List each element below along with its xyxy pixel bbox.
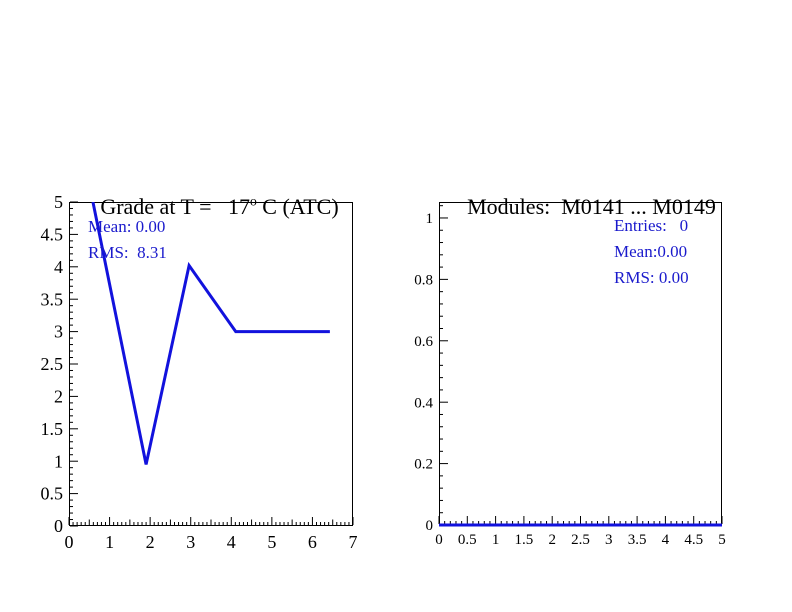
modules-stat-entries: Entries: 0: [614, 216, 689, 235]
y-tick-label: 4.5: [41, 225, 64, 245]
x-tick-label: 3: [186, 532, 195, 552]
x-tick-label: 4: [662, 532, 670, 548]
y-tick-label: 1: [54, 451, 63, 471]
x-tick-label: 4: [227, 532, 236, 552]
y-tick-label: 3.5: [41, 289, 64, 309]
grade-chart-title: Grade at T = 17o C (ATC): [64, 168, 364, 220]
x-tick-label: 1.5: [515, 532, 534, 548]
plot-frame: [69, 202, 353, 526]
x-tick-label: 2: [146, 532, 155, 552]
x-tick-label: 7: [349, 532, 358, 552]
grade-title-tail: C (ATC): [256, 194, 339, 219]
y-tick-label: 0.4: [414, 395, 433, 411]
x-tick-label: 2: [548, 532, 556, 548]
modules-stat-rms: RMS: 0.00: [614, 268, 689, 287]
y-tick-label: 2: [54, 387, 63, 407]
x-tick-label: 3.5: [628, 532, 647, 548]
x-tick-label: 5: [267, 532, 276, 552]
grade-stat-mean: Mean: 0.00: [88, 217, 166, 236]
x-tick-label: 6: [308, 532, 317, 552]
grade-chart-plot: 0 1 2 3 4 5 6 7 0 0.5 1 1.5 2 2.5 3 3.5 4 4.5 5: [41, 192, 358, 552]
x-tick-label: 0: [435, 532, 443, 548]
y-tick-label: 0: [426, 518, 434, 534]
y-tick-label: 3: [54, 322, 63, 342]
modules-chart-plot: 0 0.5 1 1.5 2 2.5 3 3.5 4 4.5 5 0 0.2 0.4 0.6 0.8 1: [414, 202, 726, 548]
y-tick-label: 0.8: [414, 272, 433, 288]
y-tick-label: 0.2: [414, 457, 433, 473]
grade-line: [91, 202, 330, 465]
x-tick-label: 2.5: [571, 532, 590, 548]
x-tick-label: 1: [492, 532, 500, 548]
y-tick-label: 5: [54, 192, 63, 212]
y-tick-label: 0.6: [414, 334, 433, 350]
y-tick-label: 0: [54, 516, 63, 536]
grade-title-degree-sup: o: [249, 193, 257, 209]
y-tick-label: 1: [426, 211, 434, 227]
y-tick-label: 1.5: [41, 419, 64, 439]
x-tick-label: 1: [105, 532, 114, 552]
y-tick-label: 4: [54, 257, 63, 277]
grade-title-text: Grade at T = 17: [100, 194, 250, 219]
x-tick-label: 4.5: [684, 532, 703, 548]
x-tick-label: 5: [718, 532, 726, 548]
y-tick-label: 0.5: [41, 484, 64, 504]
modules-title-text: Modules: M0141 ... M0149: [467, 194, 716, 219]
x-tick-label: 3: [605, 532, 613, 548]
x-tick-label: 0.5: [458, 532, 477, 548]
grade-stat-rms: RMS: 8.31: [88, 243, 167, 262]
y-tick-label: 2.5: [41, 354, 64, 374]
modules-stat-mean: Mean:0.00: [614, 242, 688, 261]
x-tick-label: 0: [65, 532, 74, 552]
modules-chart-title: Modules: M0141 ... M0149: [436, 168, 736, 220]
